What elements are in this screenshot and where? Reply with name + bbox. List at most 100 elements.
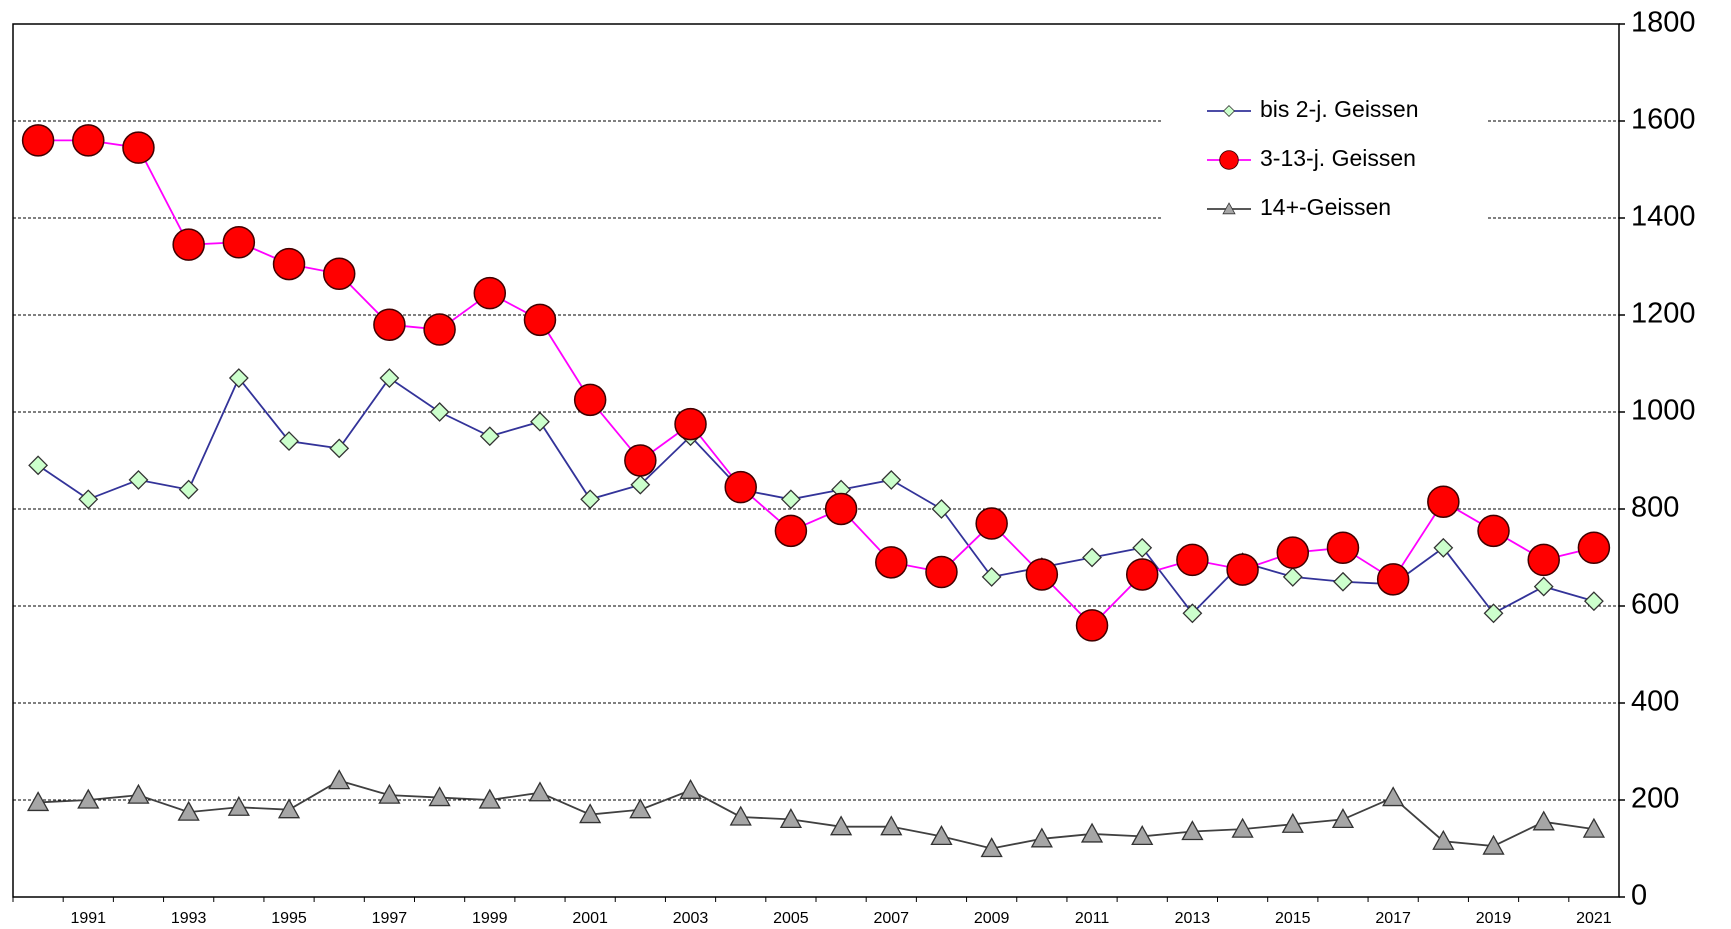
- marker: [1030, 827, 1053, 848]
- marker: [1282, 566, 1303, 587]
- marker: [1432, 829, 1455, 850]
- marker: [679, 778, 702, 799]
- marker: [779, 808, 803, 829]
- marker: [1376, 563, 1410, 596]
- marker: [880, 815, 903, 836]
- x-tick-label: 2013: [1175, 910, 1211, 927]
- marker: [473, 276, 507, 310]
- legend-label: 3-13-j. Geissen: [1260, 145, 1416, 171]
- marker: [630, 474, 651, 495]
- marker: [177, 800, 200, 821]
- marker: [178, 479, 199, 500]
- x-tick-label: 1991: [70, 910, 106, 927]
- marker: [428, 786, 451, 807]
- marker: [222, 226, 256, 259]
- marker: [479, 426, 500, 447]
- marker: [1281, 812, 1304, 833]
- marker: [1176, 543, 1209, 577]
- marker: [530, 411, 550, 432]
- marker: [1482, 834, 1505, 855]
- x-tick-label: 2021: [1576, 910, 1612, 927]
- marker: [1427, 485, 1460, 518]
- marker: [1532, 810, 1555, 831]
- x-tick-label: 1993: [171, 910, 207, 927]
- marker: [228, 368, 249, 388]
- marker: [573, 383, 607, 417]
- marker: [930, 825, 953, 846]
- marker: [1025, 558, 1059, 591]
- marker: [975, 507, 1008, 540]
- marker: [724, 470, 757, 504]
- x-tick-label: 2001: [572, 910, 608, 927]
- y-tick-label: 1600: [1631, 104, 1696, 136]
- legend-marker: [1223, 105, 1235, 117]
- marker: [629, 798, 652, 819]
- y-tick-label: 200: [1631, 783, 1679, 815]
- marker: [829, 815, 853, 836]
- x-tick-label: 2003: [673, 910, 709, 927]
- marker: [881, 469, 902, 490]
- marker: [28, 455, 49, 476]
- marker: [729, 805, 752, 826]
- legend-marker: [1222, 202, 1236, 215]
- legend-label: bis 2-j. Geissen: [1260, 96, 1419, 122]
- marker: [1582, 817, 1606, 838]
- marker: [980, 837, 1003, 858]
- y-tick-label: 600: [1631, 589, 1679, 621]
- marker: [279, 431, 299, 452]
- y-tick-label: 0: [1631, 880, 1647, 912]
- marker: [925, 555, 958, 589]
- marker: [127, 783, 150, 804]
- marker: [328, 769, 351, 790]
- marker: [26, 791, 50, 812]
- marker: [1382, 786, 1405, 807]
- marker: [1533, 576, 1554, 597]
- marker: [1080, 822, 1104, 843]
- marker: [1433, 537, 1454, 558]
- marker: [128, 469, 149, 490]
- marker: [1226, 553, 1259, 586]
- marker: [981, 566, 1002, 587]
- marker: [1182, 603, 1203, 624]
- x-tick-label: 1995: [271, 910, 307, 927]
- marker: [624, 444, 657, 477]
- y-tick-label: 800: [1631, 492, 1679, 524]
- x-tick-label: 2009: [974, 910, 1010, 927]
- marker: [277, 798, 301, 819]
- x-tick-label: 1997: [372, 910, 408, 927]
- y-tick-label: 1200: [1631, 298, 1696, 330]
- marker: [579, 803, 602, 824]
- marker: [528, 781, 552, 802]
- marker: [379, 368, 400, 388]
- marker: [1483, 603, 1504, 624]
- marker: [523, 303, 557, 337]
- x-tick-label: 2019: [1476, 910, 1512, 927]
- marker: [1583, 591, 1604, 612]
- marker: [1477, 514, 1510, 548]
- x-tick-label: 2007: [873, 910, 909, 927]
- marker: [1131, 825, 1154, 846]
- marker: [931, 499, 952, 519]
- marker: [1577, 531, 1611, 565]
- y-tick-label: 1400: [1631, 201, 1696, 233]
- marker: [780, 489, 801, 510]
- marker: [1276, 536, 1310, 569]
- marker: [72, 124, 105, 157]
- marker: [122, 131, 155, 164]
- marker: [674, 407, 707, 441]
- marker: [478, 788, 501, 809]
- x-tick-label: 2017: [1375, 910, 1411, 927]
- marker: [78, 489, 99, 510]
- legend: bis 2-j. Geissen 3-13-j. Geissen 14+-Geiss…: [1162, 80, 1487, 235]
- x-tick-label: 2005: [773, 910, 809, 927]
- marker: [1333, 571, 1353, 592]
- marker: [322, 257, 356, 291]
- series-line: [37, 376, 1595, 615]
- marker: [21, 124, 55, 157]
- legend-label: 14+-Geissen: [1260, 194, 1391, 220]
- marker: [373, 308, 406, 341]
- series-line: [38, 779, 1595, 850]
- marker: [227, 795, 250, 816]
- marker: [1181, 820, 1204, 841]
